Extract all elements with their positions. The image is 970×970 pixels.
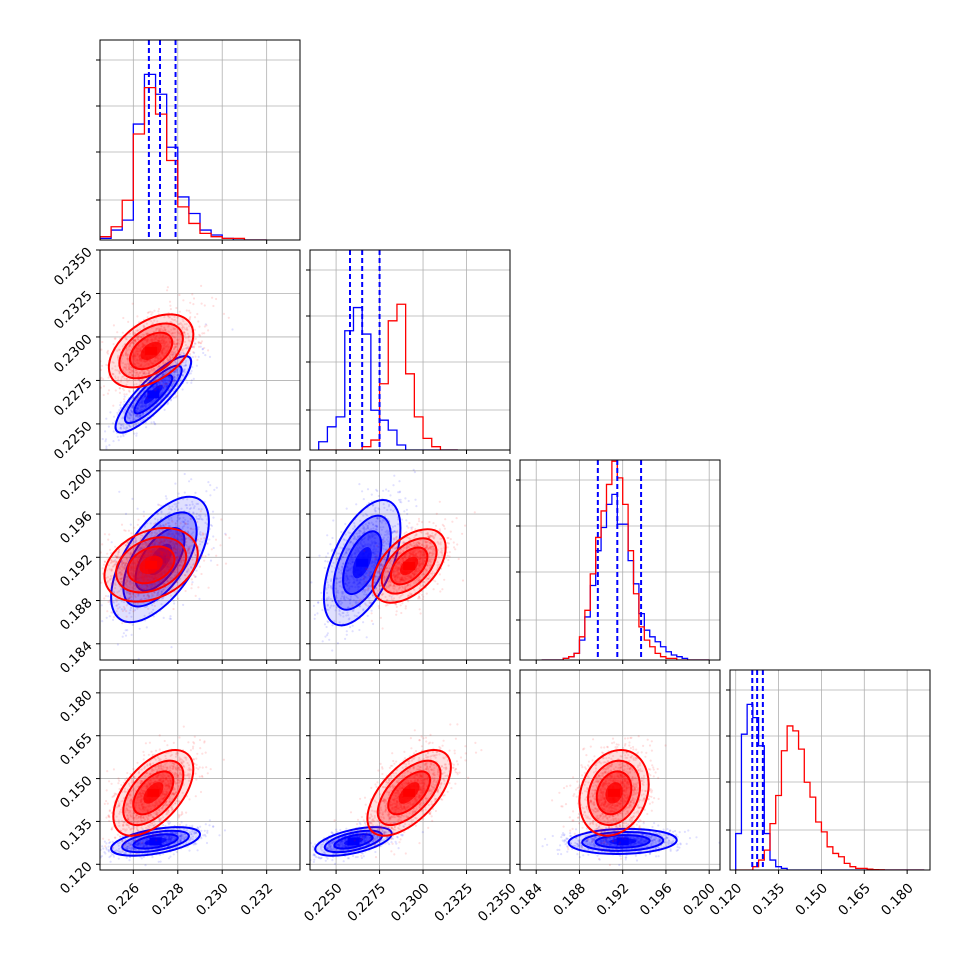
scatter-panel-3-2 xyxy=(516,669,721,874)
contour-red xyxy=(371,528,447,604)
panel-frame xyxy=(519,669,721,871)
y-tick-label: 0.196 xyxy=(57,508,96,547)
panel-frame xyxy=(309,249,511,451)
density-peak xyxy=(608,788,621,797)
scatter-panel-2-0 xyxy=(96,459,301,664)
density-peak xyxy=(403,561,416,570)
panel-frame xyxy=(99,39,301,241)
x-tick-label: 0.2250 xyxy=(301,880,346,925)
contour-red xyxy=(595,770,633,816)
x-tick-label: 0.2325 xyxy=(431,880,476,925)
x-tick-label: 0.192 xyxy=(594,880,633,919)
x-tick-label: 0.135 xyxy=(750,880,789,919)
contour-red xyxy=(132,770,175,816)
x-tick-label: 0.150 xyxy=(792,880,831,919)
panel-frame xyxy=(519,459,721,661)
x-tick-label: 0.180 xyxy=(878,880,917,919)
density-peak xyxy=(149,837,162,846)
y-tick-label: 0.184 xyxy=(57,638,96,677)
density-peak xyxy=(356,558,369,567)
y-tick-label: 0.120 xyxy=(57,859,96,898)
histogram-red xyxy=(100,87,267,240)
contour-blue xyxy=(314,826,393,857)
histogram-panel-0 xyxy=(96,39,301,244)
scatter-panel-3-0 xyxy=(96,669,301,874)
histogram-red xyxy=(318,303,458,450)
y-tick-label: 0.2300 xyxy=(51,331,96,376)
contour-blue xyxy=(114,355,193,434)
panel-frame xyxy=(309,459,511,661)
panel-frame xyxy=(309,669,511,871)
contour-blue xyxy=(122,511,198,608)
density-peak xyxy=(147,390,160,399)
contour-blue xyxy=(132,833,179,850)
contour-red xyxy=(578,749,650,837)
contour-blue xyxy=(121,829,190,854)
scatter-panel-2-1 xyxy=(306,459,511,664)
histogram-blue xyxy=(100,73,267,240)
y-tick-label: 0.150 xyxy=(57,773,96,812)
y-tick-label: 0.2275 xyxy=(51,375,96,420)
histogram-panel-3 xyxy=(726,669,931,874)
scatter-panel-3-1 xyxy=(306,669,511,874)
contour-red xyxy=(387,770,432,816)
density-peak xyxy=(403,788,416,797)
panel-frame xyxy=(99,459,301,661)
contour-red xyxy=(389,546,429,586)
y-tick-label: 0.180 xyxy=(57,687,96,726)
contour-blue xyxy=(594,834,651,849)
contour-red xyxy=(376,759,442,827)
y-tick-label: 0.2250 xyxy=(51,418,96,463)
histogram-blue xyxy=(541,493,710,660)
y-tick-label: 0.192 xyxy=(57,552,96,591)
contour-red xyxy=(129,331,174,371)
panel-frame xyxy=(99,249,301,451)
density-peak xyxy=(347,837,360,846)
y-tick-label: 0.165 xyxy=(57,730,96,769)
histogram-panel-2 xyxy=(516,459,721,664)
contour-red xyxy=(126,545,176,585)
histogram-red xyxy=(541,460,710,660)
y-tick-label: 0.135 xyxy=(57,816,96,855)
contour-blue xyxy=(133,374,174,415)
contour-red xyxy=(380,537,438,595)
y-tick-label: 0.2325 xyxy=(51,288,96,333)
contour-blue xyxy=(322,499,402,627)
density-peak xyxy=(145,560,158,569)
scatter-panel-1-0 xyxy=(96,249,301,454)
x-tick-label: 0.228 xyxy=(149,880,188,919)
x-tick-label: 0.2300 xyxy=(388,880,433,925)
x-tick-label: 0.196 xyxy=(637,880,676,919)
y-tick-label: 0.188 xyxy=(57,595,96,634)
contour-red xyxy=(366,749,452,837)
histogram-blue xyxy=(318,306,458,450)
x-tick-label: 0.230 xyxy=(193,880,232,919)
contour-red xyxy=(107,313,195,389)
histogram-blue xyxy=(735,703,925,870)
density-peak xyxy=(147,788,160,797)
density-peak xyxy=(145,346,158,355)
contour-red xyxy=(115,536,188,594)
x-tick-label: 0.188 xyxy=(550,880,589,919)
panel-frame xyxy=(99,669,301,871)
contour-blue xyxy=(124,364,183,425)
x-tick-label: 0.2275 xyxy=(344,880,389,925)
histogram-panel-1 xyxy=(306,249,511,454)
density-peak xyxy=(616,837,629,846)
x-tick-label: 0.165 xyxy=(835,880,874,919)
contour-blue xyxy=(567,827,678,855)
contour-red xyxy=(587,759,641,826)
panel-frame xyxy=(729,669,931,871)
contour-red xyxy=(103,527,199,603)
contour-blue xyxy=(333,833,374,850)
contour-red xyxy=(122,759,185,827)
y-tick-label: 0.2350 xyxy=(51,244,96,289)
contour-red xyxy=(118,322,184,380)
contour-red xyxy=(112,749,195,837)
y-tick-label: 0.200 xyxy=(57,465,96,504)
x-tick-label: 0.232 xyxy=(238,880,277,919)
x-tick-label: 0.226 xyxy=(104,880,143,919)
